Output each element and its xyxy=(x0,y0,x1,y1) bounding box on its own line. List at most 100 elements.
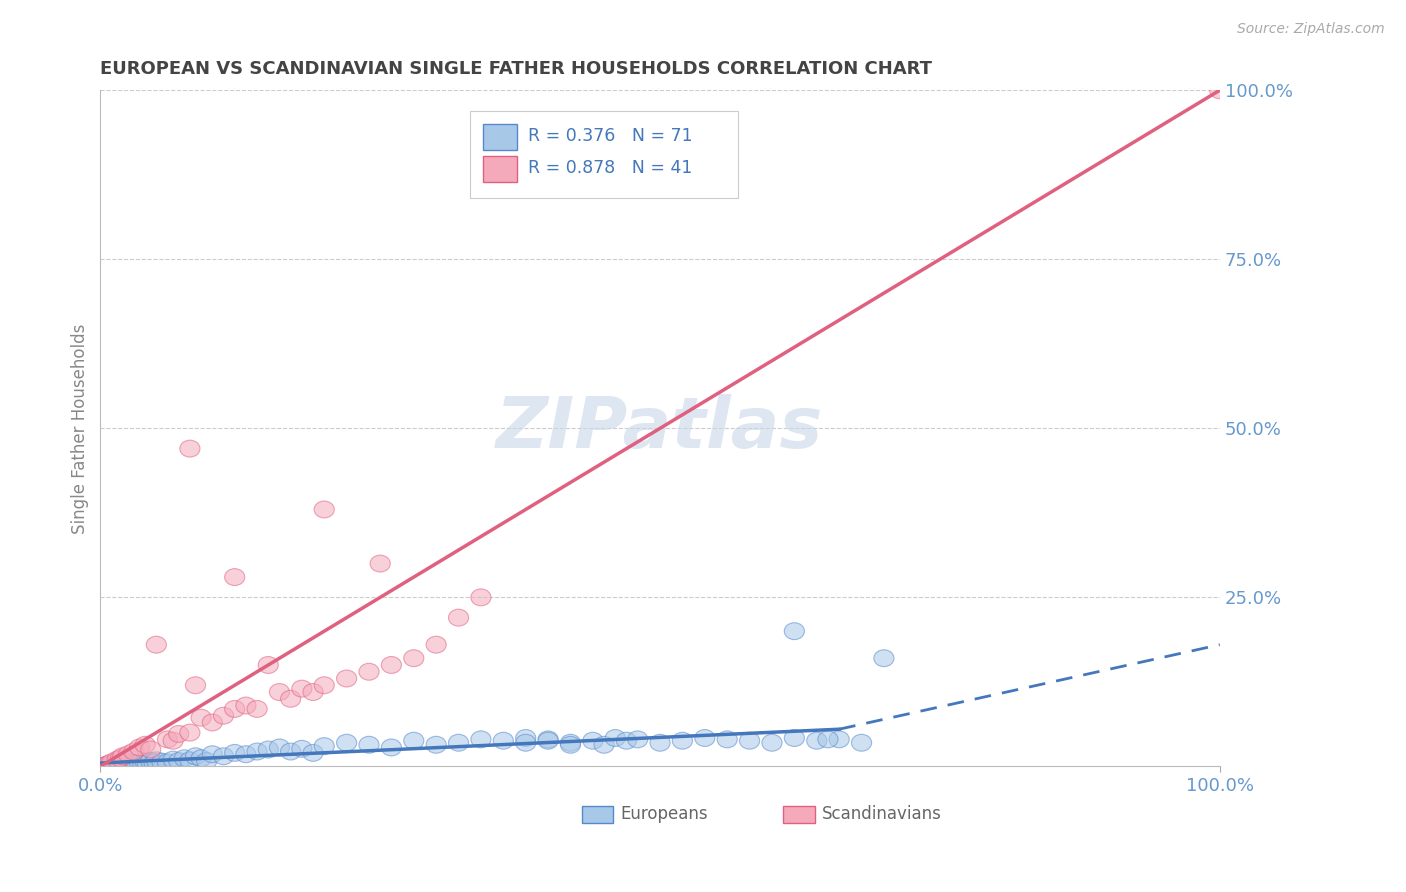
Ellipse shape xyxy=(180,440,200,457)
Ellipse shape xyxy=(404,649,423,666)
Ellipse shape xyxy=(146,752,166,769)
Y-axis label: Single Father Households: Single Father Households xyxy=(72,323,89,533)
Ellipse shape xyxy=(449,609,468,626)
Ellipse shape xyxy=(157,754,177,771)
Ellipse shape xyxy=(96,756,117,773)
Ellipse shape xyxy=(270,683,290,700)
Ellipse shape xyxy=(292,740,312,757)
Ellipse shape xyxy=(593,736,614,753)
Ellipse shape xyxy=(404,732,423,749)
Ellipse shape xyxy=(516,734,536,751)
Ellipse shape xyxy=(336,734,357,751)
Ellipse shape xyxy=(202,714,222,731)
Text: R = 0.376   N = 71: R = 0.376 N = 71 xyxy=(527,128,693,145)
Bar xyxy=(484,124,517,150)
Ellipse shape xyxy=(96,756,117,773)
Text: EUROPEAN VS SCANDINAVIAN SINGLE FATHER HOUSEHOLDS CORRELATION CHART: EUROPEAN VS SCANDINAVIAN SINGLE FATHER H… xyxy=(100,60,932,78)
Ellipse shape xyxy=(583,732,603,749)
Text: Source: ZipAtlas.com: Source: ZipAtlas.com xyxy=(1237,22,1385,37)
Ellipse shape xyxy=(302,745,323,762)
Ellipse shape xyxy=(202,746,222,763)
Ellipse shape xyxy=(672,732,693,749)
Ellipse shape xyxy=(561,734,581,751)
Ellipse shape xyxy=(785,730,804,747)
Ellipse shape xyxy=(471,589,491,606)
Ellipse shape xyxy=(695,730,714,747)
Text: ZIPatlas: ZIPatlas xyxy=(496,394,824,463)
Ellipse shape xyxy=(101,754,122,771)
Ellipse shape xyxy=(169,753,188,770)
Ellipse shape xyxy=(124,743,143,760)
Ellipse shape xyxy=(132,756,153,772)
Ellipse shape xyxy=(471,731,491,747)
Bar xyxy=(783,805,814,822)
Ellipse shape xyxy=(163,732,183,749)
Ellipse shape xyxy=(100,756,120,772)
Ellipse shape xyxy=(426,736,446,753)
Ellipse shape xyxy=(180,724,200,741)
Ellipse shape xyxy=(118,746,138,763)
Ellipse shape xyxy=(616,732,637,749)
Ellipse shape xyxy=(100,757,120,774)
Ellipse shape xyxy=(807,732,827,749)
Ellipse shape xyxy=(236,697,256,714)
Ellipse shape xyxy=(381,739,402,756)
Ellipse shape xyxy=(236,746,256,763)
Ellipse shape xyxy=(129,754,149,771)
Ellipse shape xyxy=(157,731,177,747)
Ellipse shape xyxy=(225,568,245,585)
Ellipse shape xyxy=(138,755,157,772)
Bar xyxy=(582,805,613,822)
FancyBboxPatch shape xyxy=(470,111,738,198)
Ellipse shape xyxy=(141,753,160,770)
Ellipse shape xyxy=(135,736,155,753)
Ellipse shape xyxy=(124,756,143,772)
Ellipse shape xyxy=(107,751,127,768)
Ellipse shape xyxy=(214,707,233,724)
Ellipse shape xyxy=(314,677,335,694)
Ellipse shape xyxy=(818,731,838,747)
Ellipse shape xyxy=(494,732,513,749)
Ellipse shape xyxy=(115,756,135,772)
Ellipse shape xyxy=(122,756,142,772)
Ellipse shape xyxy=(107,756,127,772)
Ellipse shape xyxy=(259,657,278,673)
Ellipse shape xyxy=(225,700,245,717)
Ellipse shape xyxy=(314,738,335,755)
Ellipse shape xyxy=(146,636,166,653)
Ellipse shape xyxy=(129,739,149,756)
Ellipse shape xyxy=(627,731,648,747)
Ellipse shape xyxy=(127,755,146,772)
Ellipse shape xyxy=(186,747,205,764)
Ellipse shape xyxy=(152,753,172,770)
Ellipse shape xyxy=(302,683,323,700)
Ellipse shape xyxy=(381,657,402,673)
Ellipse shape xyxy=(740,732,759,749)
Ellipse shape xyxy=(169,725,188,742)
Ellipse shape xyxy=(135,753,155,770)
Ellipse shape xyxy=(292,681,312,697)
Ellipse shape xyxy=(314,501,335,518)
Ellipse shape xyxy=(214,747,233,764)
Ellipse shape xyxy=(336,670,357,687)
Ellipse shape xyxy=(281,690,301,707)
Ellipse shape xyxy=(516,730,536,747)
Ellipse shape xyxy=(370,555,391,572)
Ellipse shape xyxy=(104,756,124,773)
Ellipse shape xyxy=(163,751,183,768)
Ellipse shape xyxy=(112,747,132,764)
Ellipse shape xyxy=(191,709,211,726)
Ellipse shape xyxy=(180,752,200,769)
Ellipse shape xyxy=(785,623,804,640)
Ellipse shape xyxy=(111,750,131,767)
Ellipse shape xyxy=(449,734,468,751)
Ellipse shape xyxy=(197,753,217,770)
Ellipse shape xyxy=(186,677,205,694)
Ellipse shape xyxy=(174,750,194,767)
Ellipse shape xyxy=(875,649,894,666)
Text: Scandinavians: Scandinavians xyxy=(823,805,942,822)
Ellipse shape xyxy=(650,734,671,751)
Ellipse shape xyxy=(538,732,558,749)
Ellipse shape xyxy=(605,730,626,747)
Ellipse shape xyxy=(101,756,122,772)
